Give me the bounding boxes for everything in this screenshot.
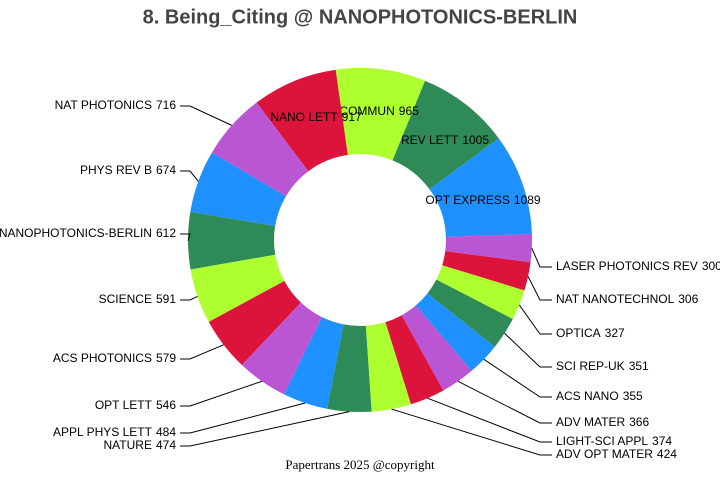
slice-label: NANO LETT 917 [270,110,362,124]
donut-slice [385,315,444,405]
slice-label-value: 327 [605,326,625,340]
leader-line [457,380,552,424]
slice-label: NATURE 474 [104,438,177,452]
slice-label-name: LASER PHOTONICS REV [556,259,698,273]
slice-label-value: 716 [156,98,176,112]
slice-label: LIGHT-SCI APPL 374 [556,434,672,448]
donut-slice [284,317,344,409]
donut-slice [392,80,499,190]
slice-label-value: 474 [156,438,176,452]
slice-label-value: 366 [629,415,649,429]
donut-slice [429,138,532,237]
donut-slice [365,322,411,412]
leader-line [180,402,306,434]
slice-label-name: ADV OPT MATER [556,447,653,461]
slice-label: OPT LETT 546 [95,398,176,412]
leader-line [180,380,263,407]
slice-label: ADV OPT MATER 424 [556,447,677,461]
slice-label-value: 612 [156,226,176,240]
leader-line [180,233,191,241]
donut-slice [327,324,372,412]
slice-label-value: 1005 [462,133,489,147]
slice-label: OPTICA 327 [556,326,625,340]
slice-label-name: PHYS REV B [80,163,152,177]
leader-line [531,247,552,268]
slice-label-name: OPTICA [556,326,601,340]
footer: Papertrans 2025 @copyright [285,457,435,472]
slice-label-value: 1089 [514,193,541,207]
leader-line [180,344,224,360]
slice-label-value: 917 [342,110,362,124]
slice-label-value: 546 [156,398,176,412]
chart-title: 8. Being_Citing @ NANOPHOTONICS-BERLIN [143,6,578,28]
slice-label-value: 374 [652,434,672,448]
slice-label: APPL PHYS LETT 484 [53,425,176,439]
slice-label-name: SCIENCE [99,292,152,306]
leader-line [391,408,552,456]
slice-label: ADV MATER 366 [556,415,649,429]
slice-label-name: NATURE [104,438,152,452]
leader-line [180,170,199,182]
donut-slice [335,67,425,161]
donut-slice [188,212,276,270]
slice-label-name: NANOPHOTONICS-BERLIN [0,226,152,240]
slice-label-value: 351 [629,359,649,373]
slice-label: SCI REP-UK 351 [556,359,649,373]
leader-line [180,295,198,301]
slice-label-value: 579 [156,351,176,365]
slice-label: NAT NANOTECHNOL 306 [556,292,699,306]
slice-label: LASER PHOTONICS REV 300 [556,259,720,273]
slice-label-name: ACS PHOTONICS [53,351,152,365]
slice-label-name: ACS NANO [556,389,619,403]
slice-label: ACS NANO 355 [556,389,643,403]
slice-label-name: APPL PHYS LETT [53,425,153,439]
slice-label-value: 306 [678,292,698,306]
slice-label-value: 591 [156,292,176,306]
slice-label-value: 300 [702,259,720,273]
slice-label-name: OPT LETT [95,398,153,412]
slice-label-name: NAT NANOTECHNOL [556,292,675,306]
leader-line [180,105,232,126]
donut-slice [427,279,513,347]
donut-slice [442,251,531,291]
donut-slice [445,233,532,263]
donut-slice [256,69,348,172]
slice-label: PHYS REV B 674 [80,163,176,177]
slice-label: NANOPHOTONICS-BERLIN 612 [0,226,176,240]
slice-label-value: 355 [623,389,643,403]
slice-label-name: NANO LETT [270,110,338,124]
donut-slice [190,254,285,322]
slice-label-value: 484 [156,425,176,439]
donut-slice [190,152,286,227]
slice-label-name: OPT EXPRESS [425,193,509,207]
slice-label-value: 424 [657,447,677,461]
donut-slice [436,265,525,319]
slice-label-name: ADV MATER [556,415,625,429]
donut-slice [211,102,309,197]
slice-label: SCIENCE 591 [99,292,177,306]
donut-slice [208,280,301,366]
leader-line [527,276,552,301]
donut-slice [401,305,472,391]
donut-slice [241,302,323,395]
leader-line [504,332,552,368]
leader-line [427,397,552,443]
slice-label-name: NAT PHOTONICS [55,98,152,112]
leader-line [180,411,350,447]
slice-label-name: SCI REP-UK [556,359,625,373]
leader-line [483,358,552,398]
leader-line [518,304,552,335]
slice-label: NAT PHOTONICS 716 [55,98,177,112]
slice-label-value: 674 [156,163,176,177]
slice-label: ACS PHOTONICS 579 [53,351,176,365]
donut-slice [415,293,495,371]
slice-label-name: LIGHT-SCI APPL [556,434,648,448]
slice-label-value: 965 [399,104,419,118]
slice-label: OPT EXPRESS 1089 [425,193,541,207]
